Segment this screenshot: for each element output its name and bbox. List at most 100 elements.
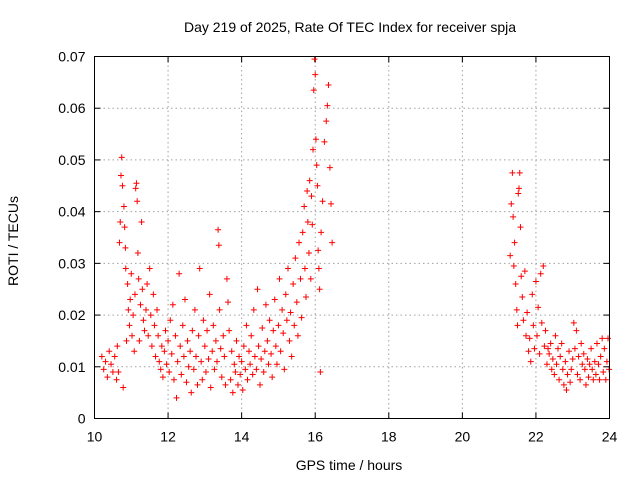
data-point <box>156 358 163 365</box>
data-point <box>534 332 541 339</box>
data-point <box>207 384 214 391</box>
data-point <box>585 374 592 381</box>
data-point <box>573 327 580 334</box>
data-point <box>188 389 195 396</box>
data-point <box>507 252 514 259</box>
data-point <box>592 371 599 378</box>
data-point <box>298 314 305 321</box>
data-point <box>146 265 153 272</box>
data-point <box>516 169 523 176</box>
data-point <box>247 361 254 368</box>
data-point <box>215 226 222 233</box>
data-point <box>179 322 186 329</box>
data-point <box>297 275 304 282</box>
data-point <box>174 358 181 365</box>
data-point <box>325 81 332 88</box>
data-point <box>115 368 122 375</box>
data-point <box>602 376 609 383</box>
data-point <box>575 353 582 360</box>
data-point <box>282 291 289 298</box>
data-point <box>122 265 129 272</box>
data-point <box>303 293 310 300</box>
data-point <box>290 281 297 288</box>
data-point <box>124 281 131 288</box>
data-point <box>310 146 317 153</box>
data-point <box>588 345 595 352</box>
data-point <box>98 353 105 360</box>
x-tick-label: 10 <box>87 429 103 445</box>
data-point <box>324 102 331 109</box>
data-point <box>178 371 185 378</box>
data-point <box>510 262 517 269</box>
data-point <box>291 322 298 329</box>
data-point <box>242 366 249 373</box>
data-point <box>254 286 261 293</box>
data-point <box>264 337 271 344</box>
data-point <box>134 198 141 205</box>
data-point <box>173 394 180 401</box>
x-tick-label: 12 <box>160 429 176 445</box>
data-point <box>603 358 610 365</box>
data-point <box>148 343 155 350</box>
data-point <box>221 353 228 360</box>
data-point <box>315 247 322 254</box>
data-point <box>168 350 175 357</box>
data-point <box>250 306 257 313</box>
y-tick-labels: 0 0.01 0.02 0.03 0.04 0.05 0.06 0.07 <box>58 49 85 427</box>
data-point <box>144 281 151 288</box>
data-point <box>535 304 542 311</box>
data-point <box>183 379 190 386</box>
data-point <box>514 322 521 329</box>
x-tick-label: 20 <box>455 429 471 445</box>
data-point <box>304 187 311 194</box>
data-point <box>547 340 554 347</box>
data-point <box>311 56 318 63</box>
data-point <box>286 337 293 344</box>
data-point <box>138 218 145 225</box>
data-point <box>549 356 556 363</box>
data-point <box>269 374 276 381</box>
y-tick-label: 0.01 <box>58 359 85 375</box>
data-point <box>563 387 570 394</box>
data-point <box>261 348 268 355</box>
data-point <box>275 322 282 329</box>
y-tick-label: 0.05 <box>58 152 85 168</box>
data-point <box>125 306 132 313</box>
data-point <box>542 327 549 334</box>
data-point <box>137 301 144 308</box>
data-point <box>570 319 577 326</box>
data-point <box>574 371 581 378</box>
data-point <box>165 337 172 344</box>
data-point <box>581 366 588 373</box>
data-point <box>151 322 158 329</box>
data-point <box>189 327 196 334</box>
data-point <box>601 345 608 352</box>
data-point <box>600 368 607 375</box>
data-point <box>232 368 239 375</box>
data-point <box>553 361 560 368</box>
data-point <box>145 332 152 339</box>
data-point <box>191 306 198 313</box>
data-point <box>184 337 191 344</box>
data-point <box>237 371 244 378</box>
data-point <box>284 265 291 272</box>
data-point <box>540 262 547 269</box>
data-point <box>130 312 137 319</box>
data-point <box>270 327 277 334</box>
data-point <box>272 343 279 350</box>
data-point <box>131 348 138 355</box>
data-point <box>106 348 113 355</box>
data-point <box>117 218 124 225</box>
data-point <box>596 376 603 383</box>
data-point <box>508 200 515 207</box>
data-point <box>253 366 260 373</box>
data-point <box>222 381 229 388</box>
data-point <box>147 312 154 319</box>
data-point <box>202 368 209 375</box>
data-point <box>532 278 539 285</box>
data-point <box>299 229 306 236</box>
data-point <box>170 376 177 383</box>
data-point <box>522 332 529 339</box>
data-point <box>568 366 575 373</box>
data-point <box>135 275 142 282</box>
